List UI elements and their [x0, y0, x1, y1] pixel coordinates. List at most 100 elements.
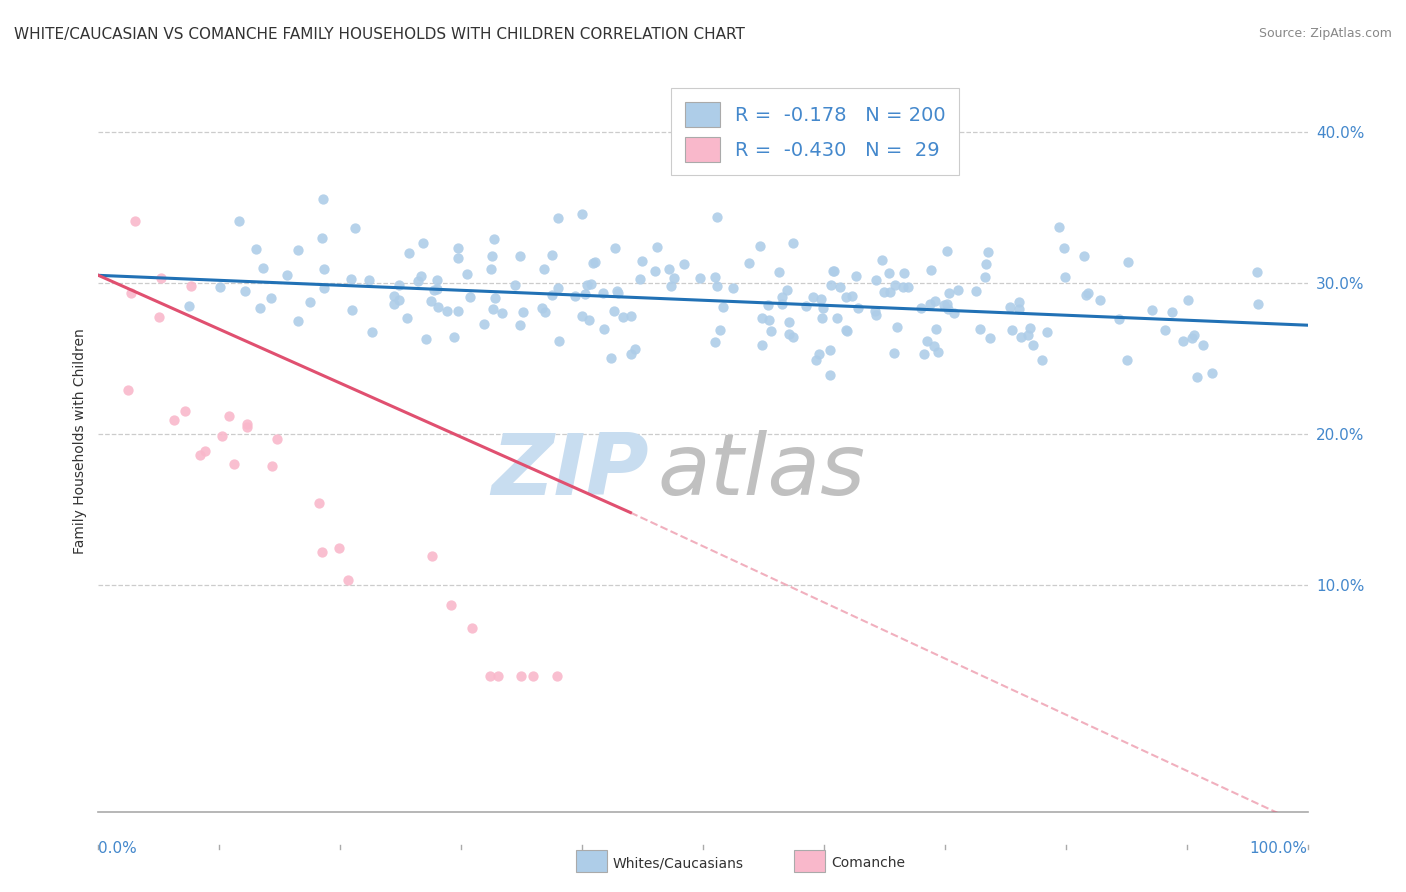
Point: [825, 310, 848, 325]
Point: [1010, 330, 1032, 344]
Point: [977, 244, 1000, 259]
Point: [1246, 265, 1268, 279]
Point: [973, 270, 995, 285]
Point: [148, 310, 170, 324]
Point: [420, 549, 443, 563]
Point: [1053, 241, 1076, 255]
Point: [1088, 293, 1111, 307]
Point: [547, 281, 569, 295]
Point: [508, 318, 530, 333]
Point: [426, 282, 449, 296]
Point: [218, 409, 240, 424]
Point: [578, 313, 600, 327]
Point: [287, 243, 309, 257]
Point: [659, 279, 682, 293]
Point: [1116, 255, 1139, 269]
Point: [706, 278, 728, 293]
Point: [541, 288, 564, 302]
Point: [925, 322, 948, 336]
Point: [1161, 305, 1184, 319]
Point: [936, 302, 959, 317]
Point: [460, 621, 482, 635]
Point: [593, 322, 616, 336]
Point: [865, 308, 887, 322]
Point: [398, 246, 420, 260]
Point: [308, 496, 330, 510]
Point: [620, 347, 643, 361]
Point: [233, 284, 256, 298]
Point: [359, 273, 381, 287]
Point: [979, 331, 1001, 345]
Point: [177, 299, 200, 313]
Point: [534, 305, 557, 319]
Point: [262, 459, 284, 474]
Point: [575, 278, 598, 293]
Point: [188, 448, 211, 462]
Point: [1140, 302, 1163, 317]
Point: [1181, 331, 1204, 345]
Y-axis label: Family Households with Children: Family Households with Children: [73, 328, 87, 555]
Point: [662, 271, 685, 285]
Point: [811, 311, 834, 326]
Point: [564, 289, 586, 303]
Point: [382, 289, 405, 303]
Point: [835, 324, 858, 338]
Point: [547, 211, 569, 225]
Point: [865, 273, 887, 287]
Point: [311, 193, 333, 207]
Point: [298, 294, 321, 309]
Point: [1008, 295, 1031, 310]
Point: [533, 262, 555, 277]
Point: [749, 239, 772, 253]
Point: [1247, 296, 1270, 310]
Point: [599, 351, 621, 365]
Point: [751, 311, 773, 326]
Point: [723, 281, 745, 295]
Point: [938, 286, 960, 301]
Point: [174, 404, 197, 418]
Point: [620, 310, 643, 324]
Point: [163, 413, 186, 427]
Point: [211, 429, 233, 443]
Point: [804, 353, 827, 368]
Point: [891, 279, 914, 293]
Point: [276, 268, 298, 282]
Text: Source: ZipAtlas.com: Source: ZipAtlas.com: [1258, 27, 1392, 40]
Point: [440, 598, 463, 612]
Point: [846, 301, 869, 315]
Point: [910, 301, 932, 316]
Point: [689, 270, 711, 285]
Point: [1185, 370, 1208, 384]
Point: [759, 324, 782, 338]
Point: [932, 298, 955, 312]
Point: [737, 256, 759, 270]
Point: [672, 256, 695, 270]
Point: [426, 301, 449, 315]
Point: [811, 301, 834, 315]
Point: [124, 214, 146, 228]
Point: [446, 241, 468, 255]
Point: [522, 669, 544, 683]
Point: [259, 291, 281, 305]
Point: [879, 285, 901, 299]
Text: ZIP: ZIP: [491, 430, 648, 513]
Point: [893, 266, 915, 280]
Point: [704, 270, 727, 285]
Point: [768, 265, 790, 279]
Text: Comanche: Comanche: [831, 856, 905, 871]
Point: [396, 310, 419, 325]
Point: [512, 304, 534, 318]
Point: [342, 302, 364, 317]
Point: [235, 420, 257, 434]
Point: [447, 251, 470, 265]
Point: [711, 300, 734, 314]
Point: [624, 343, 647, 357]
Point: [436, 304, 458, 318]
Point: [249, 301, 271, 315]
Point: [778, 327, 800, 342]
Point: [1000, 300, 1022, 314]
Point: [607, 285, 630, 300]
Point: [548, 334, 571, 348]
Point: [658, 262, 681, 277]
Point: [510, 669, 533, 683]
